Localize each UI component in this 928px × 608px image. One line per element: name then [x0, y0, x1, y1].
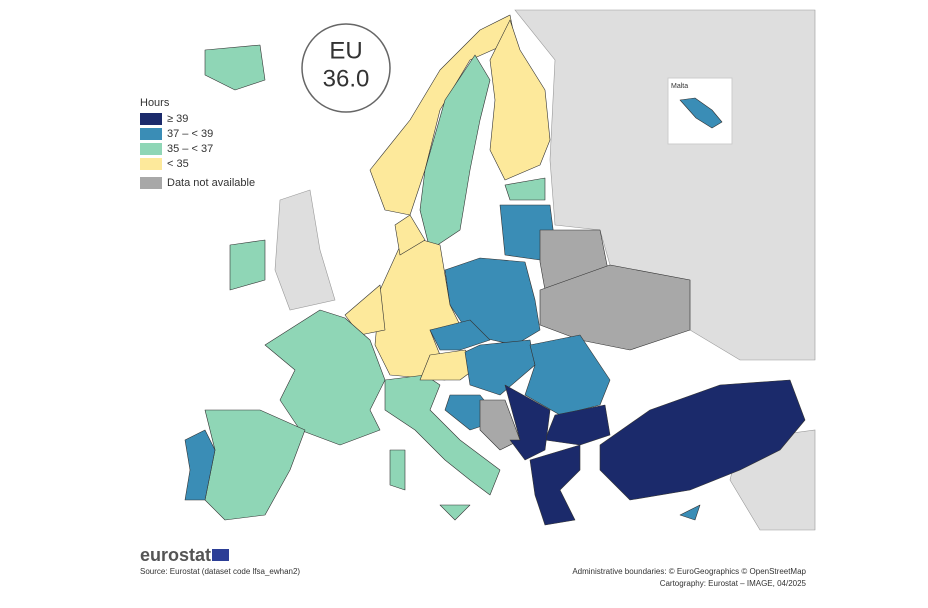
country — [539, 264, 691, 351]
inset-label: Malta — [671, 83, 688, 90]
country — [489, 19, 551, 181]
country — [504, 384, 551, 461]
country — [384, 374, 501, 496]
country — [679, 97, 723, 129]
legend-title: Hours — [140, 97, 170, 109]
legend-label: 37 – < 39 — [167, 128, 213, 140]
country — [389, 449, 406, 491]
country — [429, 319, 491, 351]
country — [419, 54, 491, 251]
country — [204, 44, 266, 91]
logo: eurostat — [140, 545, 211, 565]
country — [599, 379, 806, 501]
eu-flag — [212, 549, 229, 561]
footer: eurostat Source: Eurostat (dataset code … — [140, 545, 807, 588]
country — [264, 309, 386, 446]
badge-value: 36.0 — [323, 65, 370, 92]
country — [479, 399, 521, 451]
legend-label: 35 – < 37 — [167, 143, 213, 155]
boundaries: Administrative boundaries: © EuroGeograp… — [572, 567, 806, 576]
legend-swatch — [140, 177, 162, 189]
non-covered-land — [274, 189, 336, 311]
cartography: Cartography: Eurostat – IMAGE, 04/2025 — [660, 579, 807, 588]
badge-label: EU — [329, 37, 362, 64]
country — [229, 239, 266, 291]
country — [394, 214, 426, 256]
country — [369, 14, 516, 216]
legend-swatch — [140, 158, 162, 170]
malta-inset: Malta — [667, 77, 733, 145]
country — [529, 444, 581, 526]
eu-badge: EU 36.0 — [301, 23, 391, 113]
legend: Hours ≥ 39 37 – < 39 35 – < 37 < 35 Data not… — [140, 97, 255, 189]
country — [504, 177, 546, 201]
badge-circle — [301, 23, 391, 113]
country — [464, 339, 536, 396]
legend-swatch — [140, 113, 162, 125]
legend-label: ≥ 39 — [167, 113, 188, 125]
legend-swatch — [140, 143, 162, 155]
country — [184, 429, 216, 501]
map — [184, 9, 816, 531]
legend-label: Data not available — [167, 177, 255, 189]
country — [439, 504, 471, 521]
legend-swatch — [140, 128, 162, 140]
country — [679, 504, 701, 521]
source: Source: Eurostat (dataset code lfsa_ewha… — [140, 567, 300, 576]
legend-label: < 35 — [167, 158, 189, 170]
